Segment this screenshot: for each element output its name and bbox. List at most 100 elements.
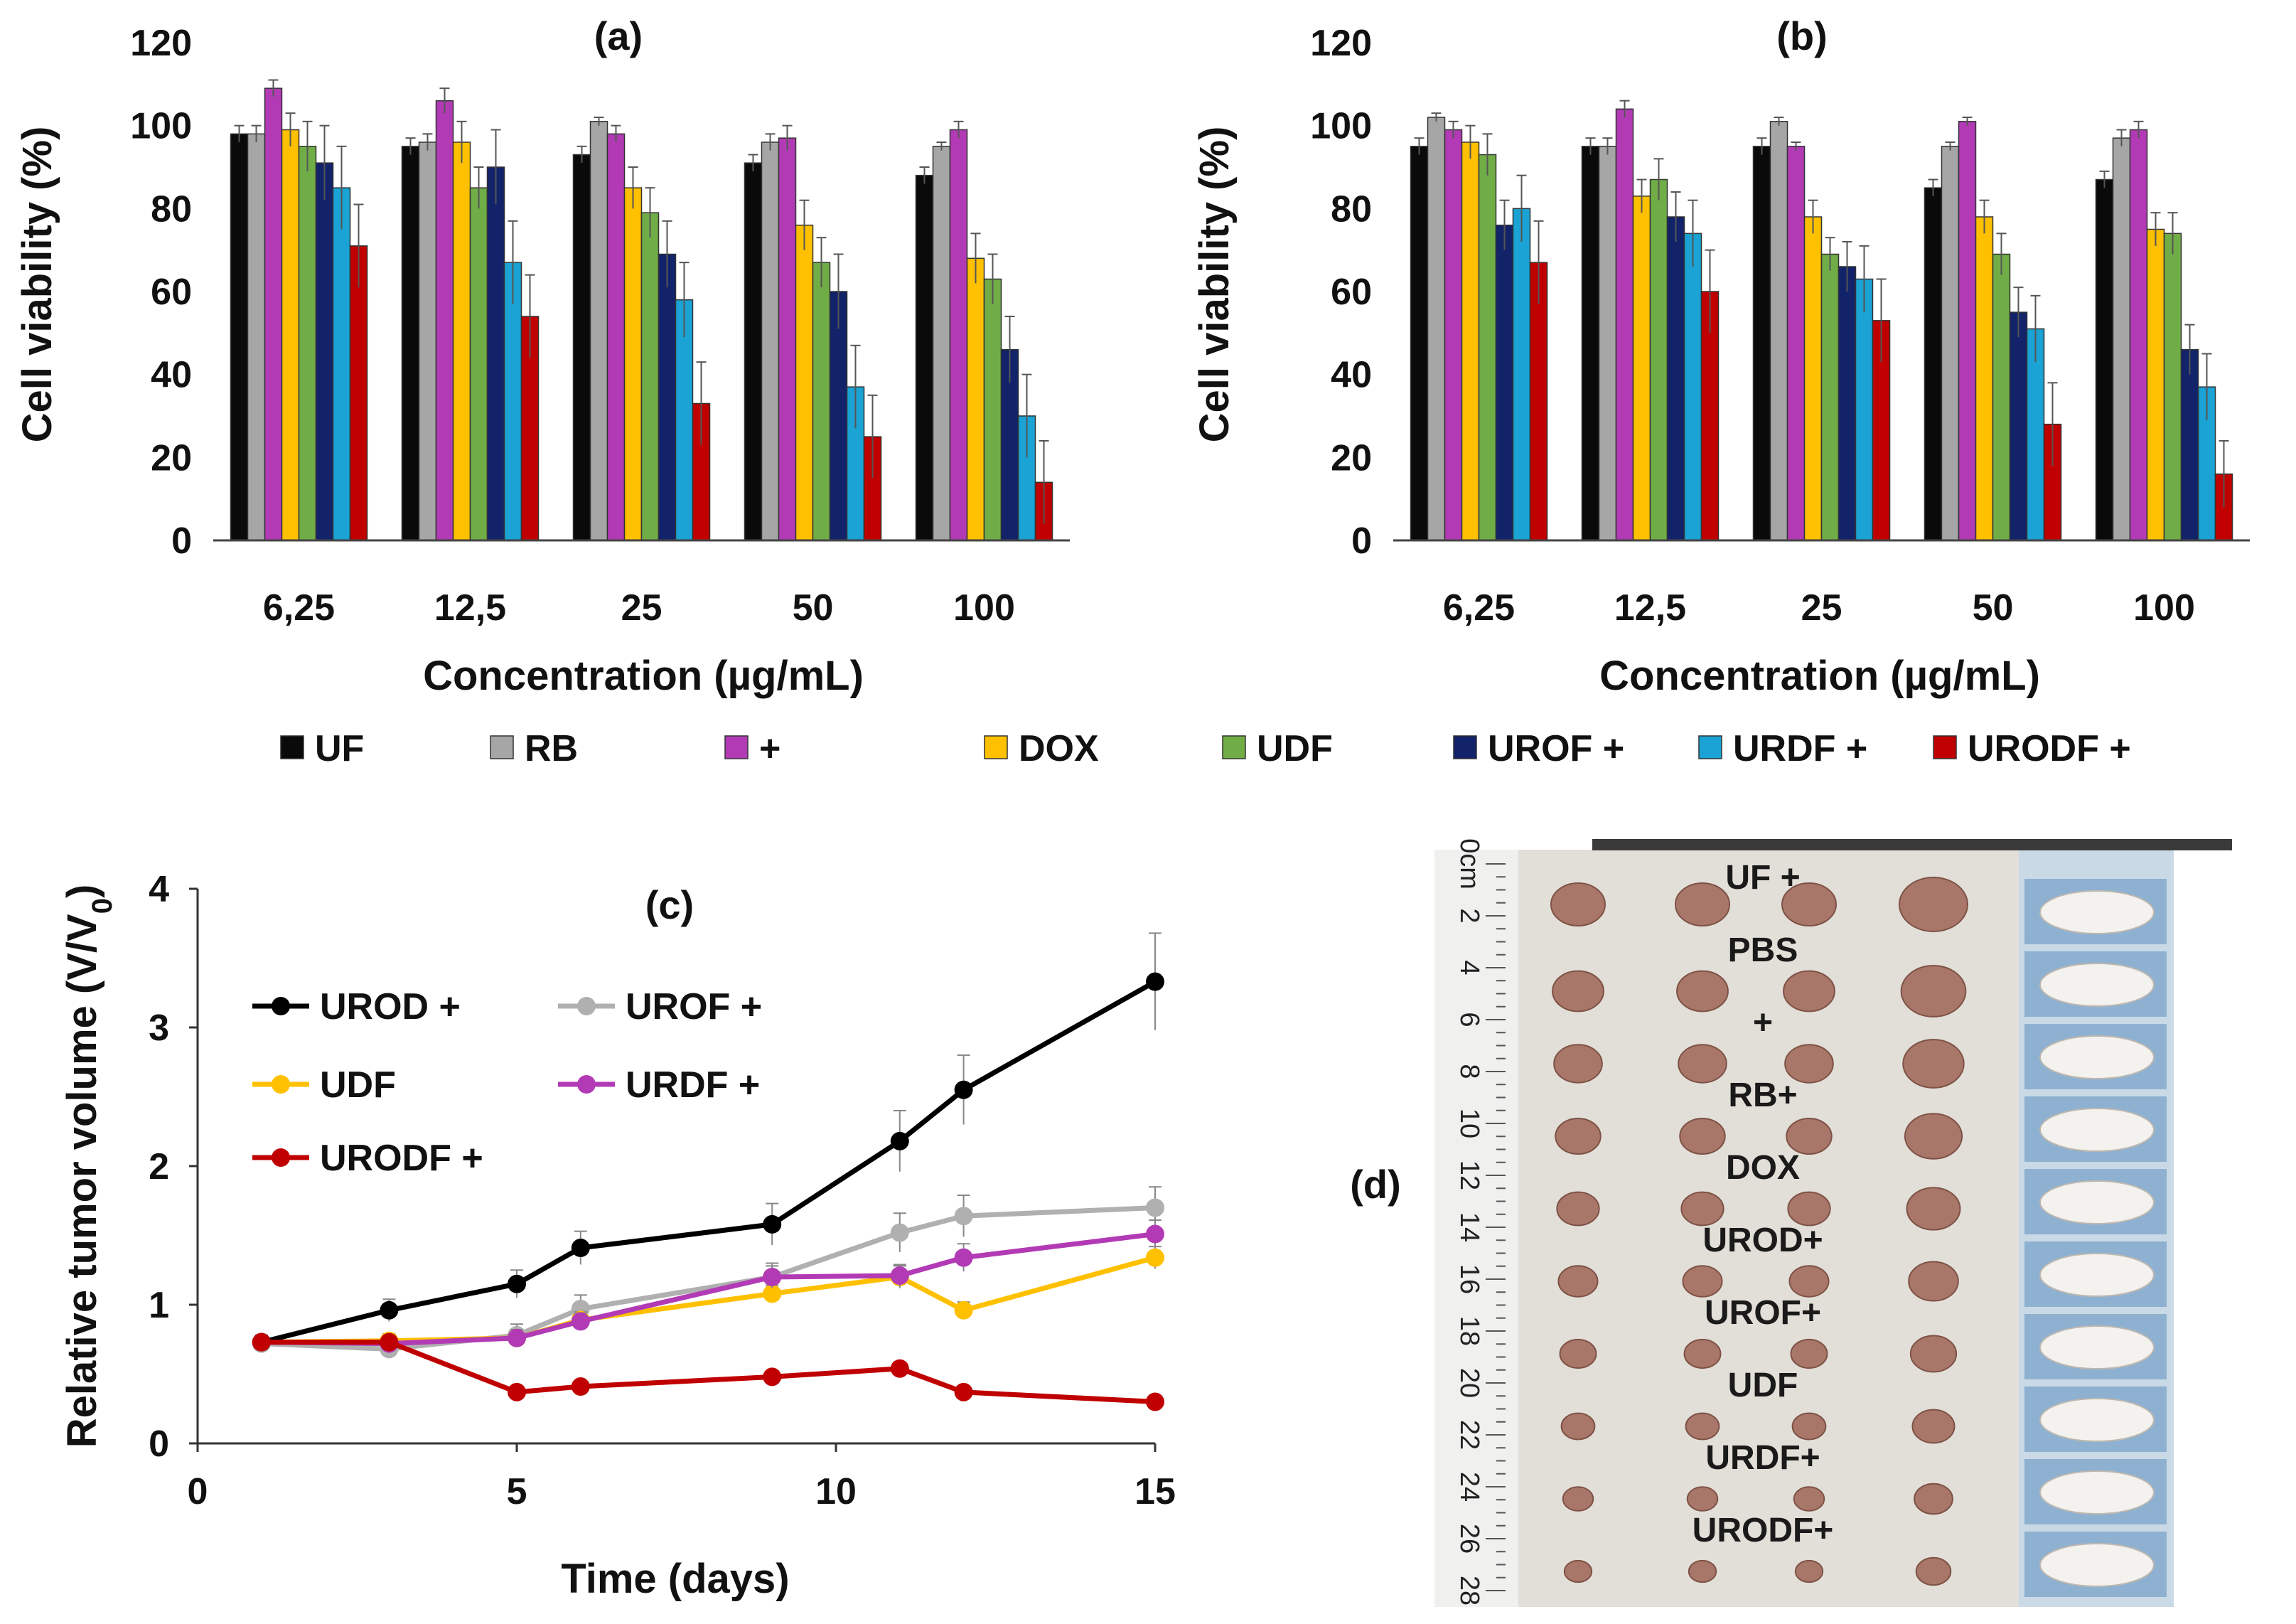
a-bar--1 [435,100,454,541]
b-y-tick-label: 100 [1310,106,1372,147]
a-x-tick-label: 12,5 [434,587,506,629]
b-bar-urdf-2 [1855,278,1874,541]
a-bar-uf-1 [401,146,420,541]
a-y-tick-label: 100 [130,106,192,147]
a-bar--2 [606,133,626,541]
legend-label: RB [525,728,578,769]
b-x-tick-label: 6,25 [1443,587,1515,629]
b-bar-uf-1 [1581,146,1600,541]
a-bar--4 [949,129,968,541]
a-bar-dox-2 [623,187,643,541]
c-legend-marker [272,997,290,1015]
c-legend-marker [272,1075,290,1094]
c-point-urdf [571,1312,590,1331]
b-bar-rb-2 [1769,121,1788,541]
c-x-tick-label: 15 [1134,1471,1176,1512]
a-bar--0 [264,87,283,541]
photo-group-label: URDF+ [1705,1439,1820,1477]
panel-c-label: (c) [645,882,694,927]
tumor-sample [1679,1117,1726,1155]
ruler-label: 26 [1454,1524,1484,1554]
b-bar-dox-3 [1975,216,1994,541]
tumor-sample [1784,1044,1834,1084]
a-y-tick-label: 120 [130,23,192,64]
tumor-sample [1556,1191,1600,1227]
c-legend-label: UDF [320,1064,396,1106]
b-bar-udf-2 [1820,253,1840,541]
a-bar-dox-0 [281,129,300,541]
tumor-sample [1553,1044,1603,1084]
c-y-tick-label: 4 [149,869,169,910]
a-bar-rb-3 [761,141,780,541]
a-bar-urof-2 [658,253,677,541]
c-point-urod [763,1214,782,1234]
b-bar-urof-0 [1495,224,1514,541]
tumor-sample [1794,1559,1824,1583]
c-y-tick-label: 0 [149,1423,169,1465]
legend-swatch [1453,735,1477,759]
mouse-photo [2039,963,2155,1007]
mouse-photo [2039,1470,2155,1515]
b-bar-urodf-0 [1529,262,1548,541]
b-bar--1 [1615,108,1634,541]
legend-label: DOX [1019,728,1099,769]
tumor-sample [1683,1338,1722,1369]
c-point-urodf [508,1382,526,1401]
b-bar-rb-4 [2112,137,2131,541]
tumor-sample [1915,1556,1952,1586]
c-point-urodf [380,1332,399,1352]
tumor-sample [1911,1409,1956,1444]
b-x-tick-label: 100 [2133,587,2195,629]
b-bar--0 [1444,129,1463,541]
b-bar-urdf-1 [1683,233,1702,541]
c-point-urdf [1146,1224,1164,1244]
c-line-urdf [261,1232,1156,1347]
ruler-label: 28 [1454,1576,1484,1606]
tumor-sample [1786,1117,1833,1155]
c-y-tick-label: 1 [149,1285,169,1326]
ruler-label: 24 [1454,1472,1484,1502]
a-x-tick-label: 50 [793,587,834,629]
tumor-sample [1563,1559,1593,1583]
c-point-urodf [1146,1392,1164,1411]
a-x-tick-label: 6,25 [263,587,335,629]
panel-c-x-title: Time (days) [561,1556,789,1602]
b-bar-urdf-0 [1512,208,1531,541]
tumor-sample [1899,877,1968,932]
b-bar-dox-0 [1461,141,1480,541]
c-point-urof [954,1207,973,1226]
tumor-sample [1787,1191,1831,1227]
b-bar-rb-0 [1427,117,1446,541]
c-legend-label: URDF + [626,1064,760,1106]
legend-swatch [1933,735,1957,759]
tumor-sample [1904,1113,1963,1160]
b-bar-udf-1 [1649,178,1668,541]
c-x-tick-label: 10 [815,1471,857,1512]
a-bar-rb-0 [247,133,266,541]
a-bar-udf-4 [983,278,1002,541]
legend-label: + [759,728,780,769]
legend-swatch [490,735,514,759]
b-bar-rb-1 [1598,146,1617,541]
c-y-tick-label: 3 [149,1008,169,1049]
tumor-sample [1781,882,1837,926]
b-bar-udf-4 [2163,233,2182,541]
tumor-sample [1675,882,1730,926]
ruler-label: 22 [1454,1420,1484,1450]
tumor-sample [1560,1412,1596,1441]
ruler-label: 4 [1454,960,1484,975]
tumor-sample [1680,1191,1724,1227]
tumor-sample [1788,1265,1830,1298]
c-legend-marker [272,1148,290,1167]
legend-swatch [1698,735,1722,759]
c-x-tick-label: 0 [188,1471,208,1512]
c-point-udf [763,1284,782,1303]
tumor-sample [1908,1261,1959,1302]
panel-a-label: (a) [594,14,643,58]
b-bar--3 [1958,121,1977,541]
c-point-urod [1146,972,1164,991]
b-bar-udf-3 [1992,253,2011,541]
c-point-urod [380,1300,399,1320]
panel-d-label: (d) [1350,1162,1401,1207]
